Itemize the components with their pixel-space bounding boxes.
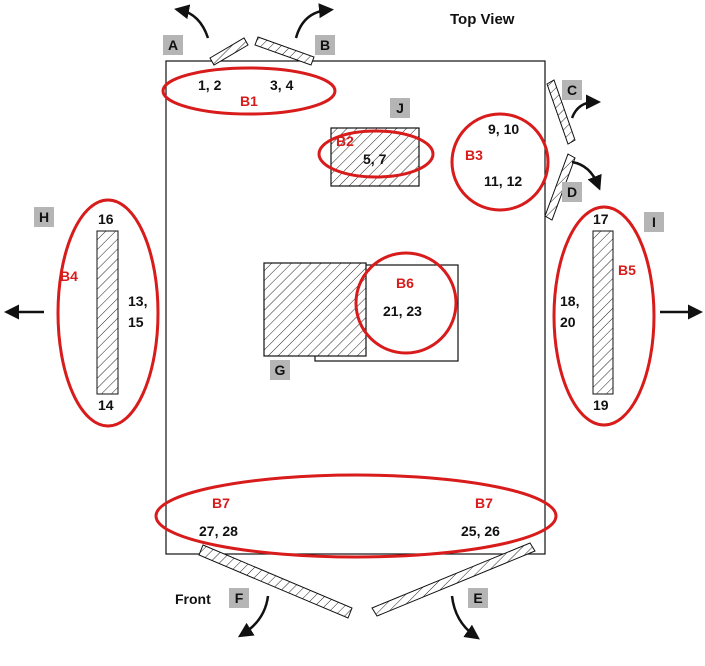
label-e: E bbox=[473, 590, 482, 606]
panel-a bbox=[209, 37, 249, 66]
label-d: D bbox=[567, 184, 577, 200]
b4-mid-1: 13, bbox=[128, 293, 147, 309]
ellipse-b4 bbox=[56, 198, 160, 428]
label-b: B bbox=[320, 37, 330, 53]
b3-nums-top: 9, 10 bbox=[488, 121, 519, 137]
label-box-i bbox=[644, 212, 664, 232]
b2-nums: 5, 7 bbox=[363, 151, 387, 167]
label-c: C bbox=[567, 82, 577, 98]
label-box-d bbox=[562, 182, 582, 202]
b6-name: B6 bbox=[396, 275, 414, 291]
label-box-e bbox=[468, 588, 488, 608]
b4-name: B4 bbox=[60, 268, 78, 284]
arrow-a bbox=[174, 4, 210, 39]
arrow-d bbox=[571, 160, 602, 191]
b3-name: B3 bbox=[465, 147, 483, 163]
b4-top: 16 bbox=[98, 211, 114, 227]
b4-bottom: 14 bbox=[98, 397, 114, 413]
bar-h bbox=[96, 230, 119, 395]
b5-name: B5 bbox=[618, 262, 636, 278]
diagram-title: Top View bbox=[450, 11, 515, 28]
b1-nums-right: 3, 4 bbox=[270, 77, 294, 93]
b5-top: 17 bbox=[593, 211, 609, 227]
bar-i bbox=[592, 230, 614, 395]
label-box-f bbox=[229, 588, 249, 608]
label-i: I bbox=[652, 214, 656, 230]
label-box-j bbox=[390, 98, 410, 118]
ellipse-b7 bbox=[154, 473, 558, 559]
b7-right-name: B7 bbox=[475, 495, 493, 511]
b1-nums-left: 1, 2 bbox=[198, 77, 222, 93]
b4-mid-2: 15 bbox=[128, 314, 144, 330]
panel-b bbox=[254, 36, 315, 66]
ellipse-b1 bbox=[161, 66, 337, 116]
ellipse-b5 bbox=[552, 205, 656, 427]
b1-name: B1 bbox=[240, 93, 258, 109]
label-g: G bbox=[275, 362, 286, 378]
label-box-b bbox=[315, 35, 335, 55]
b7-left-name: B7 bbox=[212, 495, 230, 511]
ellipse-b3 bbox=[450, 112, 550, 212]
label-box-c bbox=[562, 80, 582, 100]
ellipse-b6 bbox=[354, 251, 458, 355]
b5-bottom: 19 bbox=[593, 397, 609, 413]
front-label: Front bbox=[175, 591, 211, 607]
b5-mid-1: 18, bbox=[560, 293, 579, 309]
b2-name: B2 bbox=[336, 133, 354, 149]
label-f: F bbox=[235, 590, 244, 606]
arrow-c bbox=[570, 94, 601, 119]
arrow-e bbox=[450, 595, 480, 640]
panel-f bbox=[198, 544, 353, 619]
b5-mid-2: 20 bbox=[560, 314, 576, 330]
label-a: A bbox=[168, 37, 178, 53]
ellipse-b2 bbox=[317, 129, 435, 179]
arrow-f bbox=[237, 595, 270, 638]
label-box-a bbox=[163, 35, 183, 55]
b7-right-nums: 25, 26 bbox=[461, 523, 500, 539]
panel-e bbox=[371, 542, 536, 617]
panel-c bbox=[546, 79, 576, 145]
b7-left-nums: 27, 28 bbox=[199, 523, 238, 539]
enclosure-outline bbox=[165, 60, 546, 555]
label-box-g bbox=[270, 360, 290, 380]
box-g bbox=[263, 262, 367, 357]
label-box-h bbox=[34, 207, 54, 227]
label-h: H bbox=[39, 209, 49, 225]
arrow-b bbox=[294, 3, 334, 39]
b3-nums-bottom: 11, 12 bbox=[484, 173, 522, 189]
panel-d bbox=[544, 153, 576, 221]
b6-nums: 21, 23 bbox=[383, 303, 422, 319]
label-j: J bbox=[396, 100, 404, 116]
box-j bbox=[330, 127, 420, 187]
